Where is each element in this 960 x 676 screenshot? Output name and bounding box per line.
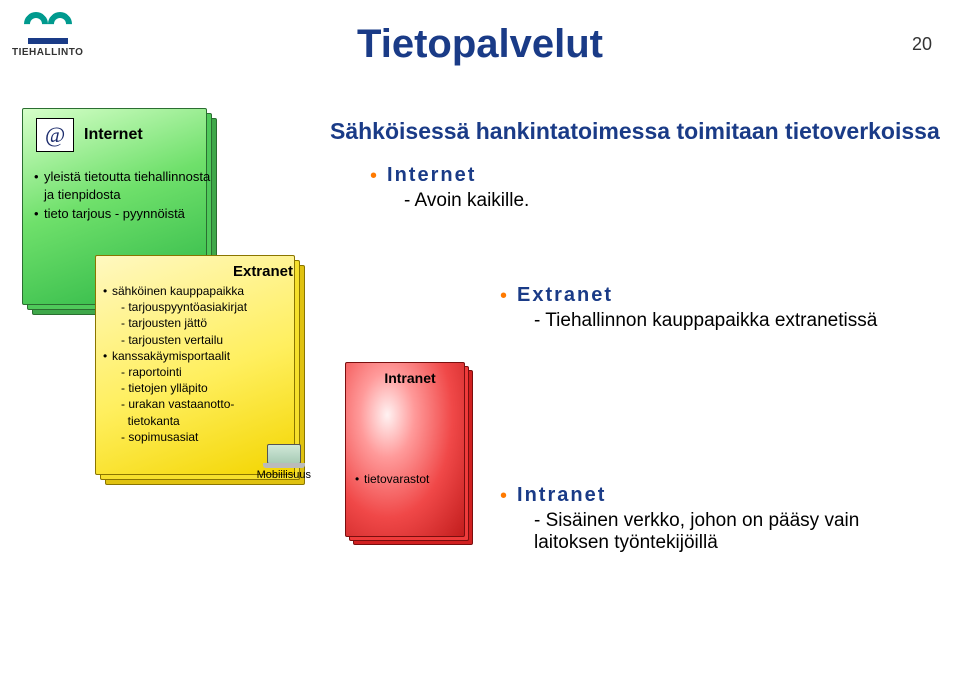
section-intranet-body: - Sisäinen verkko, johon on pääsy vain l… — [500, 510, 930, 554]
page-number: 20 — [912, 34, 932, 55]
internet-box-bullets: yleistä tietoutta tiehallinnosta ja tien… — [34, 168, 213, 225]
laptop-icon — [267, 444, 301, 464]
bullet-icon: • — [370, 164, 377, 188]
section-internet-body: - Avoin kaikille. — [370, 190, 529, 212]
extranet-box-title: Extranet — [233, 263, 293, 280]
bullet-icon: • — [500, 484, 507, 508]
slide-title: Tietopalvelut — [0, 22, 960, 67]
extranet-box: Extranet sähköinen kauppapaikka - tarjou… — [95, 255, 305, 485]
intranet-bullet: tietovarastot — [355, 472, 469, 486]
main-heading: Sähköisessä hankintatoimessa toimitaan t… — [330, 118, 940, 145]
section-internet-label: Internet — [387, 164, 476, 187]
mobiilisuus: Mobiilisuus — [257, 444, 311, 481]
mobiilisuus-label: Mobiilisuus — [257, 469, 311, 481]
internet-box-title: Internet — [84, 126, 143, 144]
extranet-item: - raportointi — [103, 364, 299, 380]
extranet-item: - sopimusasiat — [103, 429, 299, 445]
internet-bullet: tieto tarjous - pyynnöistä — [34, 205, 213, 223]
extranet-item: - tietojen ylläpito — [103, 380, 299, 396]
extranet-item: sähköinen kauppapaikka — [103, 283, 299, 299]
section-extranet-label: Extranet — [517, 284, 613, 307]
section-intranet-label: Intranet — [517, 484, 606, 507]
intranet-box-title: Intranet — [345, 370, 475, 386]
section-intranet: • Intranet - Sisäinen verkko, johon on p… — [500, 484, 930, 554]
bullet-icon: • — [500, 284, 507, 308]
internet-bullet: yleistä tietoutta tiehallinnosta ja tien… — [34, 168, 213, 203]
extranet-box-body: sähköinen kauppapaikka - tarjouspyyntöas… — [103, 283, 299, 445]
extranet-item: - tarjousten vertailu — [103, 332, 299, 348]
at-icon: @ — [36, 118, 74, 152]
section-extranet-body: - Tiehallinnon kauppapaikka extranetissä — [500, 310, 930, 332]
intranet-box: Intranet tietovarastot — [345, 362, 475, 547]
extranet-item: - urakan vastaanotto- — [103, 396, 299, 412]
extranet-item: - tarjouspyyntöasiakirjat — [103, 299, 299, 315]
extranet-item: kanssakäymisportaalit — [103, 348, 299, 364]
section-internet: • Internet - Avoin kaikille. — [370, 164, 529, 212]
extranet-item: - tarjousten jättö — [103, 315, 299, 331]
section-extranet: • Extranet - Tiehallinnon kauppapaikka e… — [500, 284, 930, 332]
intranet-box-body: tietovarastot — [355, 472, 469, 486]
extranet-item: tietokanta — [103, 413, 299, 429]
